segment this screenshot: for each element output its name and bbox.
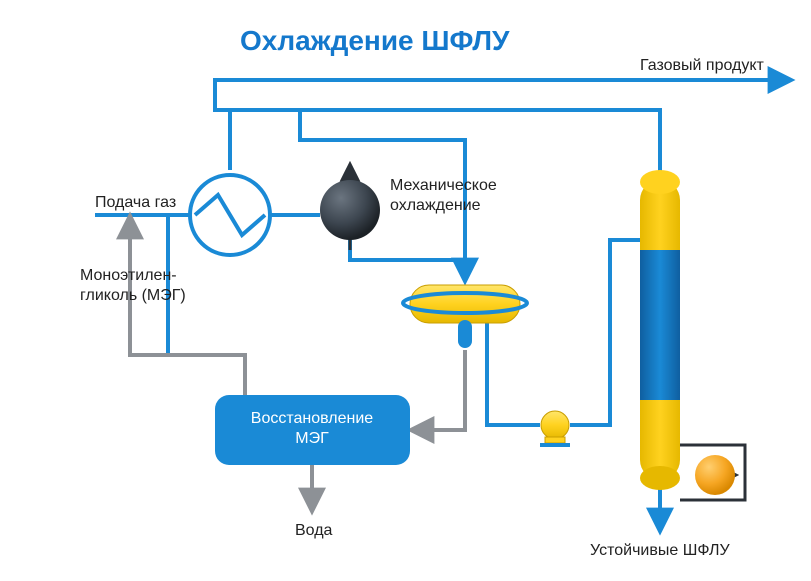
heat-exchanger xyxy=(190,175,270,255)
meg-regen-label2: МЭГ xyxy=(295,430,329,447)
label-mechcool-2: охлаждение xyxy=(390,197,481,214)
label-mechcool-1: Механическое xyxy=(390,177,497,194)
label-meg-1: Моноэтилен- xyxy=(80,267,177,284)
meg-regen-label1: Восстановление xyxy=(251,410,373,427)
label-meg-2: гликоль (МЭГ) xyxy=(80,287,186,304)
label-feed-gas: Подача газ xyxy=(95,194,176,211)
label-gas-product: Газовый продукт xyxy=(640,57,765,74)
label-water: Вода xyxy=(295,522,333,539)
reboiler xyxy=(695,455,735,495)
meg-regen-box: Восстановление МЭГ xyxy=(215,395,410,465)
pump xyxy=(540,411,570,447)
distillation-column xyxy=(640,170,680,490)
diagram-title: Охлаждение ШФЛУ xyxy=(240,25,510,56)
mechanical-chiller xyxy=(320,180,380,240)
separator-vessel xyxy=(403,285,527,348)
label-stable-ngl: Устойчивые ШФЛУ xyxy=(590,542,730,559)
